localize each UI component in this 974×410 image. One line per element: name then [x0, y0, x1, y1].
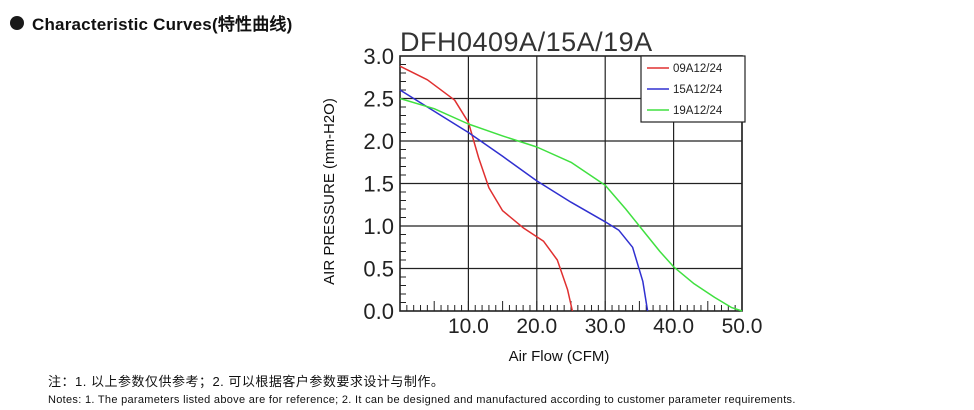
bullet-icon	[10, 15, 24, 30]
legend-label: 19A12/24	[673, 105, 723, 117]
notes: 注：1. 以上参数仅供参考；2. 可以根据客户参数要求设计与制作。 Notes:…	[48, 372, 796, 410]
legend-label: 15A12/24	[673, 84, 723, 96]
x-tick-label: 10.0	[448, 315, 489, 338]
series-line	[399, 89, 649, 312]
legend-label: 09A12/24	[673, 63, 723, 75]
x-axis-label: Air Flow (CFM)	[509, 348, 610, 365]
series-line	[399, 65, 574, 312]
y-tick-label: 0.0	[363, 299, 394, 324]
x-tick-label: 50.0	[722, 315, 763, 338]
plot-frame	[399, 55, 743, 312]
y-tick-label: 1.5	[363, 172, 394, 197]
x-tick-label: 30.0	[585, 315, 626, 338]
chart-title: DFH0409A/15A/19A	[400, 27, 653, 57]
section-header: Characteristic Curves(特性曲线)	[10, 10, 292, 35]
section-title: Characteristic Curves(特性曲线)	[32, 15, 293, 34]
note-english: Notes: 1. The parameters listed above ar…	[48, 394, 796, 406]
y-tick-label: 1.0	[363, 214, 394, 239]
y-axis-label: AIR PRESSURE (mm-H2O)	[321, 98, 338, 285]
x-tick-label: 40.0	[653, 315, 694, 338]
x-tick-label: 20.0	[516, 315, 557, 338]
y-tick-label: 2.0	[363, 129, 394, 154]
y-tick-label: 2.5	[363, 87, 394, 112]
y-tick-label: 3.0	[363, 44, 394, 69]
series-line	[399, 97, 743, 312]
note-chinese: 注：1. 以上参数仅供参考；2. 可以根据客户参数要求设计与制作。	[48, 374, 445, 389]
y-tick-label: 0.5	[363, 257, 394, 282]
